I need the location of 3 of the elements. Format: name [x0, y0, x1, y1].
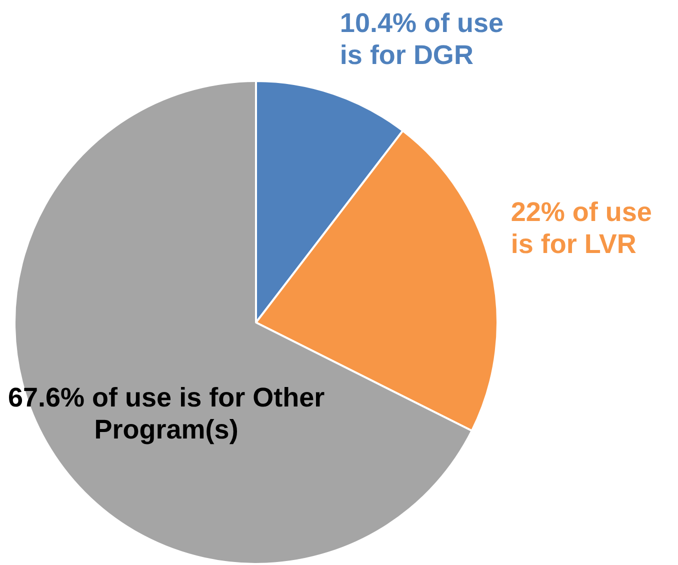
slice-label: 22% of use is for LVR: [510, 196, 652, 259]
slice-label: 10.4% of use is for DGR: [340, 8, 504, 70]
slice-label: 67.6% of use is for Other Program(s): [8, 382, 326, 445]
